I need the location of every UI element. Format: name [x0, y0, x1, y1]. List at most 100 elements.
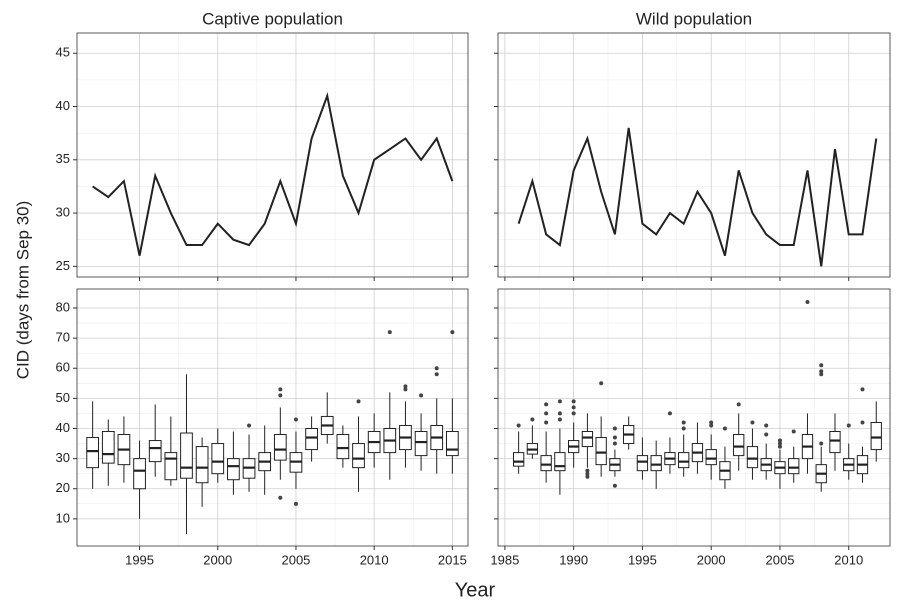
- x-tick-label: 2000: [203, 552, 232, 567]
- box: [133, 458, 146, 490]
- outlier: [544, 411, 549, 416]
- x-tick-label: 2010: [834, 552, 863, 567]
- box: [414, 431, 428, 457]
- box: [829, 431, 841, 454]
- panel-border: [76, 288, 469, 547]
- box: [164, 452, 178, 481]
- outlier: [612, 435, 617, 440]
- outlier: [860, 420, 865, 425]
- outlier: [544, 402, 549, 407]
- outlier: [736, 402, 741, 407]
- outlier: [791, 429, 796, 434]
- box: [148, 440, 162, 463]
- box: [650, 455, 662, 472]
- outlier: [612, 483, 617, 488]
- outlier: [846, 423, 851, 428]
- box: [336, 434, 350, 460]
- outlier: [557, 411, 562, 416]
- y-axis-label: CID (days from Sep 30): [13, 201, 32, 380]
- outlier: [403, 384, 408, 389]
- outlier: [819, 369, 824, 374]
- box: [445, 431, 459, 457]
- outlier: [599, 381, 604, 386]
- outlier: [557, 399, 562, 404]
- box: [581, 431, 594, 448]
- outlier: [387, 330, 392, 335]
- outlier: [709, 420, 714, 425]
- outlier: [585, 471, 590, 476]
- y-tick-label: 20: [56, 480, 70, 495]
- box: [870, 421, 882, 451]
- panel-border: [497, 288, 891, 547]
- outlier: [557, 417, 562, 422]
- panel-border: [497, 32, 891, 278]
- box: [595, 437, 607, 466]
- y-tick-label: 70: [56, 330, 70, 345]
- x-tick-label: 1995: [125, 552, 154, 567]
- outlier: [681, 426, 686, 431]
- y-tick-label: 25: [56, 258, 70, 273]
- outlier: [571, 411, 576, 416]
- x-tick-label: 1995: [628, 552, 657, 567]
- box: [746, 446, 759, 469]
- outlier: [667, 411, 672, 416]
- line: [92, 92, 454, 256]
- outlier: [709, 423, 714, 428]
- y-tick-label: 45: [56, 45, 70, 60]
- y-tick-label: 60: [56, 360, 70, 375]
- box: [554, 452, 566, 472]
- box: [211, 443, 225, 475]
- panel-title: Wild population: [636, 9, 752, 28]
- outlier: [434, 372, 439, 377]
- outlier: [278, 495, 283, 500]
- outlier: [585, 468, 590, 473]
- outlier: [530, 417, 535, 422]
- outlier: [571, 399, 576, 404]
- y-tick-label: 10: [56, 510, 70, 525]
- box: [678, 452, 690, 469]
- y-tick-label: 40: [56, 420, 70, 435]
- outlier: [278, 387, 283, 392]
- x-axis-label: Year: [455, 579, 496, 601]
- outlier: [585, 474, 590, 479]
- y-tick-label: 30: [56, 450, 70, 465]
- box: [512, 452, 525, 467]
- x-tick-label: 2005: [766, 552, 795, 567]
- outlier: [516, 423, 521, 428]
- box: [733, 434, 745, 457]
- outlier: [450, 330, 455, 335]
- outlier: [247, 423, 252, 428]
- box: [86, 437, 100, 469]
- box: [195, 446, 209, 484]
- outlier: [403, 387, 408, 392]
- outlier: [777, 438, 782, 443]
- outlier: [750, 420, 755, 425]
- outlier: [764, 423, 769, 428]
- outlier: [819, 372, 824, 377]
- box: [273, 434, 287, 461]
- y-tick-label: 30: [56, 205, 70, 220]
- outlier: [419, 393, 424, 398]
- box: [305, 427, 318, 451]
- outlier: [860, 387, 865, 392]
- panel-border: [76, 32, 469, 278]
- outlier: [278, 393, 283, 398]
- outlier: [722, 426, 727, 431]
- outlier: [805, 299, 810, 304]
- box: [227, 458, 240, 481]
- x-tick-label: 2015: [438, 552, 467, 567]
- outlier: [681, 420, 686, 425]
- outlier: [764, 432, 769, 437]
- outlier: [544, 420, 549, 425]
- y-tick-label: 80: [56, 299, 70, 314]
- box: [636, 455, 649, 472]
- y-tick-label: 40: [56, 98, 70, 113]
- x-tick-label: 2005: [281, 552, 310, 567]
- outlier: [777, 441, 782, 446]
- outlier: [293, 417, 298, 422]
- outlier: [777, 444, 782, 449]
- line: [517, 127, 878, 267]
- x-tick-label: 1990: [559, 552, 588, 567]
- box: [705, 449, 717, 466]
